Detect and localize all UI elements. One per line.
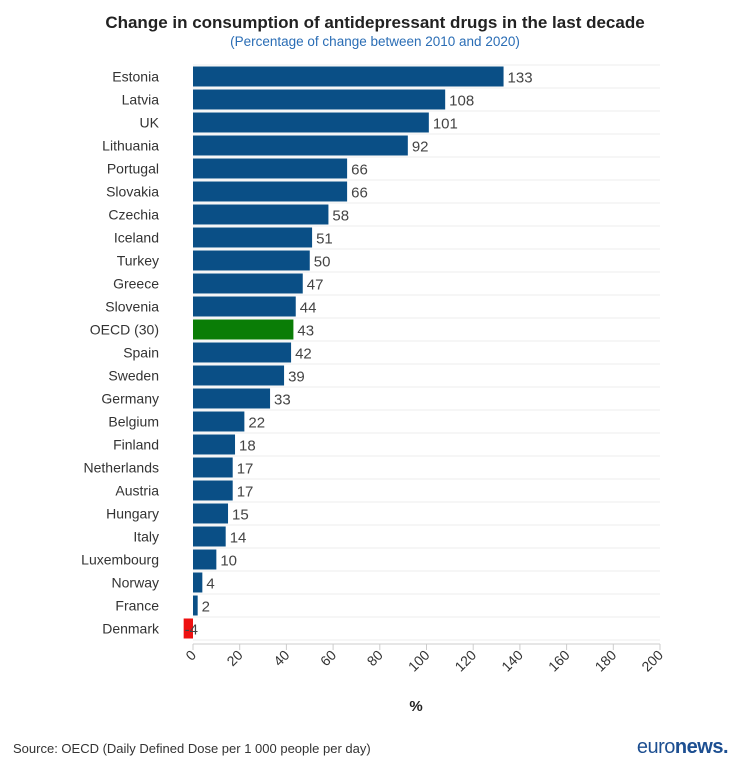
value-label: 17 xyxy=(237,461,254,478)
bar[interactable] xyxy=(193,526,226,547)
bar[interactable] xyxy=(193,434,236,455)
category-label: Slovakia xyxy=(106,184,159,200)
category-label: Slovenia xyxy=(105,299,159,315)
logo-part-euro: euro xyxy=(636,736,676,758)
category-label: Netherlands xyxy=(84,460,160,476)
category-label: Lithuania xyxy=(102,138,159,154)
category-label: Estonia xyxy=(112,69,159,85)
chart-title: Change in consumption of antidepressant … xyxy=(105,13,645,32)
source-note: Source: OECD (Daily Defined Dose per 1 0… xyxy=(13,741,371,756)
category-label: OECD (30) xyxy=(90,322,159,338)
tick-label: 160 xyxy=(545,647,573,675)
tick-label: 180 xyxy=(592,647,620,675)
value-label: 92 xyxy=(412,139,429,156)
value-label: 4 xyxy=(206,576,214,593)
euronews-logo: euronews. xyxy=(636,736,729,759)
logo-part-news: news. xyxy=(674,736,729,758)
value-label: 14 xyxy=(230,530,247,547)
bar[interactable] xyxy=(193,158,348,179)
category-label: Latvia xyxy=(122,92,160,108)
category-label: UK xyxy=(140,115,160,131)
bar[interactable] xyxy=(193,480,233,501)
value-label: 15 xyxy=(232,507,249,524)
bar[interactable] xyxy=(193,112,429,133)
bar[interactable] xyxy=(193,457,233,478)
value-label: 43 xyxy=(297,323,314,340)
value-label: 22 xyxy=(248,415,265,432)
value-label: 66 xyxy=(351,185,368,202)
category-label: Sweden xyxy=(108,368,159,384)
tick-label: 40 xyxy=(270,647,292,669)
value-label: 47 xyxy=(307,277,324,294)
bar[interactable] xyxy=(193,273,303,294)
category-label: Belgium xyxy=(108,414,159,430)
category-label: France xyxy=(115,598,159,614)
tick-label: 140 xyxy=(498,647,526,675)
value-label: 39 xyxy=(288,369,305,386)
bar[interactable] xyxy=(193,503,229,524)
value-label: 133 xyxy=(508,70,533,87)
category-label: Italy xyxy=(133,529,159,545)
tick-label: 100 xyxy=(405,647,433,675)
bar[interactable] xyxy=(193,250,310,271)
bar[interactable] xyxy=(193,572,203,593)
category-label: Spain xyxy=(123,345,159,361)
bar[interactable] xyxy=(193,549,217,570)
bar[interactable] xyxy=(193,365,285,386)
bar[interactable] xyxy=(193,66,504,87)
value-label: 42 xyxy=(295,346,312,363)
value-label: 101 xyxy=(433,116,458,133)
bar-chart: Estonia Latvia UK Lithuania Portugal Slovakia… xyxy=(81,64,666,715)
value-label: 44 xyxy=(300,300,317,317)
value-labels: 1331081019266665851504744434239332218171… xyxy=(185,70,533,639)
grid-lines xyxy=(193,64,660,645)
x-axis-title: % xyxy=(409,698,422,715)
category-label: Luxembourg xyxy=(81,552,159,568)
category-label: Germany xyxy=(101,391,159,407)
bar[interactable] xyxy=(193,319,294,340)
bar[interactable] xyxy=(193,181,348,202)
x-axis-ticks: 0 20 40 60 80 100 120 140 160 180 200 xyxy=(182,644,666,675)
category-label: Turkey xyxy=(117,253,159,269)
bar[interactable] xyxy=(193,411,245,432)
tick-label: 200 xyxy=(638,647,666,675)
category-label: Finland xyxy=(113,437,159,453)
tick-label: 20 xyxy=(223,647,245,669)
category-label: Iceland xyxy=(114,230,159,246)
value-label: 18 xyxy=(239,438,256,455)
category-label: Portugal xyxy=(107,161,159,177)
chart-subtitle: (Percentage of change between 2010 and 2… xyxy=(230,34,520,49)
bars xyxy=(183,66,504,639)
bar[interactable] xyxy=(183,618,193,639)
value-label: 10 xyxy=(220,553,237,570)
bar[interactable] xyxy=(193,342,292,363)
category-label: Austria xyxy=(115,483,159,499)
bar[interactable] xyxy=(193,227,313,248)
bar[interactable] xyxy=(193,135,408,156)
category-label: Denmark xyxy=(102,621,160,637)
category-label: Hungary xyxy=(106,506,159,522)
value-label: 2 xyxy=(202,599,210,616)
tick-label: 80 xyxy=(364,647,386,669)
value-label: -4 xyxy=(185,622,198,639)
category-label: Czechia xyxy=(108,207,159,223)
value-label: 17 xyxy=(237,484,254,501)
value-label: 50 xyxy=(314,254,331,271)
bar[interactable] xyxy=(193,89,446,110)
value-label: 58 xyxy=(332,208,349,225)
tick-label: 60 xyxy=(317,647,339,669)
value-label: 108 xyxy=(449,93,474,110)
bar[interactable] xyxy=(193,388,271,409)
value-label: 33 xyxy=(274,392,291,409)
value-label: 51 xyxy=(316,231,333,248)
value-label: 66 xyxy=(351,162,368,179)
bar[interactable] xyxy=(193,595,198,616)
category-label: Norway xyxy=(112,575,159,591)
category-label: Greece xyxy=(113,276,159,292)
category-labels: Estonia Latvia UK Lithuania Portugal Slovakia… xyxy=(81,69,160,637)
tick-label: 120 xyxy=(451,647,479,675)
bar[interactable] xyxy=(193,296,296,317)
tick-label: 0 xyxy=(182,647,199,664)
bar[interactable] xyxy=(193,204,329,225)
